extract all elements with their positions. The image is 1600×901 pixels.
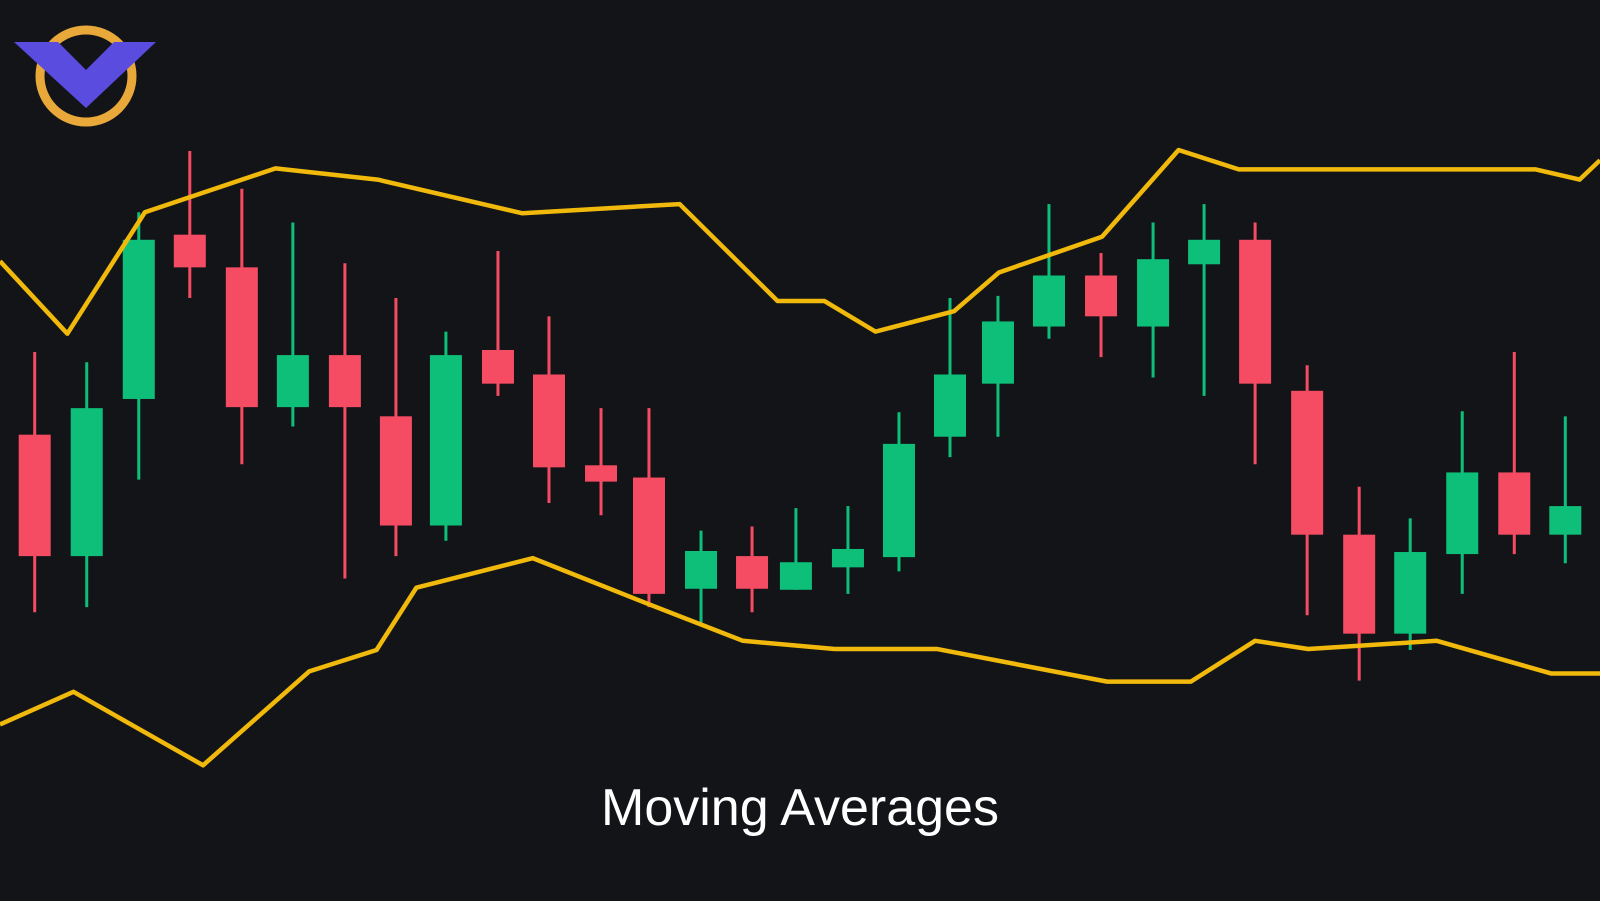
candle-body bbox=[70, 408, 103, 557]
candle-body bbox=[1394, 552, 1427, 634]
moving-average-line bbox=[0, 147, 1600, 336]
candle-body bbox=[122, 239, 155, 399]
candle-body bbox=[585, 465, 618, 482]
logo-mark bbox=[14, 42, 156, 108]
candle-body bbox=[18, 434, 51, 557]
candle-body bbox=[934, 374, 966, 437]
candle-body bbox=[1498, 472, 1531, 535]
candle-body bbox=[831, 548, 864, 568]
candle-body bbox=[1137, 259, 1170, 327]
candle-body bbox=[736, 556, 769, 589]
candle-body bbox=[632, 477, 665, 594]
logo bbox=[14, 25, 156, 127]
candle-body bbox=[1239, 239, 1272, 384]
candle-body bbox=[1032, 275, 1065, 327]
candle-body bbox=[379, 416, 412, 526]
candle-body bbox=[429, 355, 462, 526]
candle-body bbox=[173, 234, 206, 268]
plot-area bbox=[0, 147, 1600, 768]
candle-body bbox=[1085, 275, 1118, 317]
candle-body bbox=[481, 349, 514, 384]
candle-body bbox=[532, 374, 565, 468]
candle-body bbox=[328, 355, 361, 408]
candle-body bbox=[1188, 239, 1221, 265]
candle-body bbox=[1446, 472, 1479, 555]
candle-body bbox=[981, 321, 1014, 384]
candle-body bbox=[1549, 506, 1582, 535]
candle-body bbox=[779, 562, 812, 590]
moving-average-line bbox=[0, 555, 1600, 768]
chart-title: Moving Averages bbox=[601, 779, 999, 837]
candle-body bbox=[225, 267, 258, 408]
candle-body bbox=[1291, 390, 1324, 535]
candle-body bbox=[882, 443, 915, 558]
logo-ring bbox=[35, 25, 137, 127]
candle-body bbox=[685, 551, 718, 589]
candle-body bbox=[276, 355, 309, 408]
candle-body bbox=[1343, 534, 1376, 634]
